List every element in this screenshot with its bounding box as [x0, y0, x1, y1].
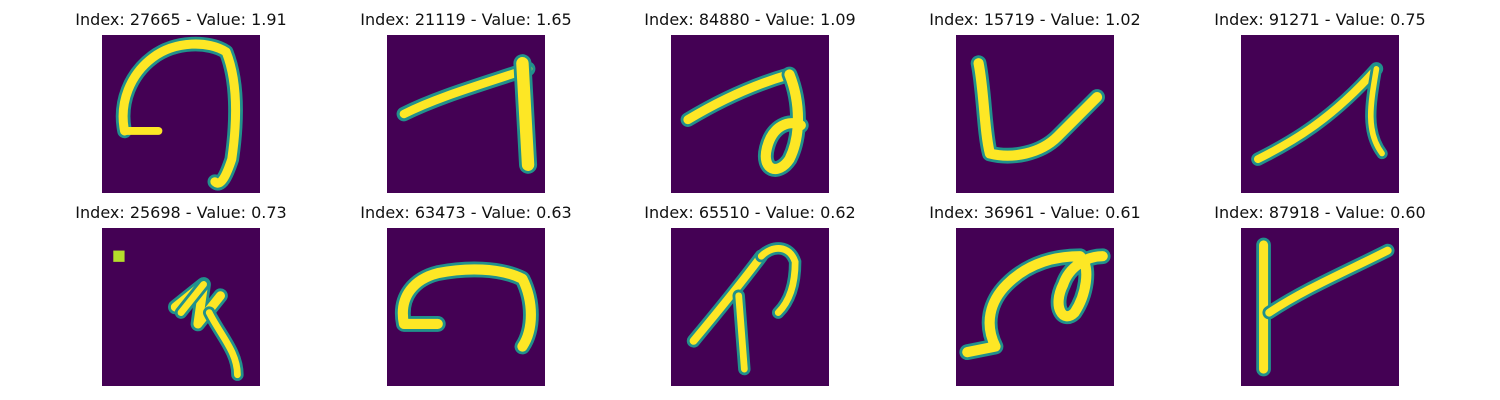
panel-caption: Index: 87918 - Value: 0.60 [1214, 203, 1426, 222]
panel-5: Index: 91271 - Value: 0.75 [1170, 0, 1470, 193]
panel-2: Index: 21119 - Value: 1.65 [316, 0, 616, 193]
panel-caption: Index: 27665 - Value: 1.91 [75, 10, 287, 29]
handwritten-glyph-image [956, 228, 1114, 386]
panel-caption: Index: 91271 - Value: 0.75 [1214, 10, 1426, 29]
handwritten-glyph-image [671, 228, 829, 386]
panel-4: Index: 15719 - Value: 1.02 [885, 0, 1185, 193]
handwritten-glyph-image [387, 228, 545, 386]
handwritten-glyph-image [102, 35, 260, 193]
handwritten-glyph-image [1241, 35, 1399, 193]
handwritten-glyph-image [102, 228, 260, 386]
panel-10: Index: 87918 - Value: 0.60 [1170, 193, 1470, 386]
handwritten-glyph-image [956, 35, 1114, 193]
panel-caption: Index: 63473 - Value: 0.63 [360, 203, 572, 222]
panel-7: Index: 63473 - Value: 0.63 [316, 193, 616, 386]
panel-8: Index: 65510 - Value: 0.62 [600, 193, 900, 386]
panel-caption: Index: 21119 - Value: 1.65 [360, 10, 572, 29]
panel-caption: Index: 84880 - Value: 1.09 [644, 10, 856, 29]
panel-1: Index: 27665 - Value: 1.91 [31, 0, 331, 193]
panel-9: Index: 36961 - Value: 0.61 [885, 193, 1185, 386]
handwritten-glyph-image [387, 35, 545, 193]
panel-6: Index: 25698 - Value: 0.73 [31, 193, 331, 386]
panel-caption: Index: 36961 - Value: 0.61 [929, 203, 1141, 222]
handwritten-glyph-image [671, 35, 829, 193]
handwritten-glyph-image [1241, 228, 1399, 386]
panel-caption: Index: 15719 - Value: 1.02 [929, 10, 1141, 29]
panel-3: Index: 84880 - Value: 1.09 [600, 0, 900, 193]
panel-caption: Index: 65510 - Value: 0.62 [644, 203, 856, 222]
panel-caption: Index: 25698 - Value: 0.73 [75, 203, 287, 222]
